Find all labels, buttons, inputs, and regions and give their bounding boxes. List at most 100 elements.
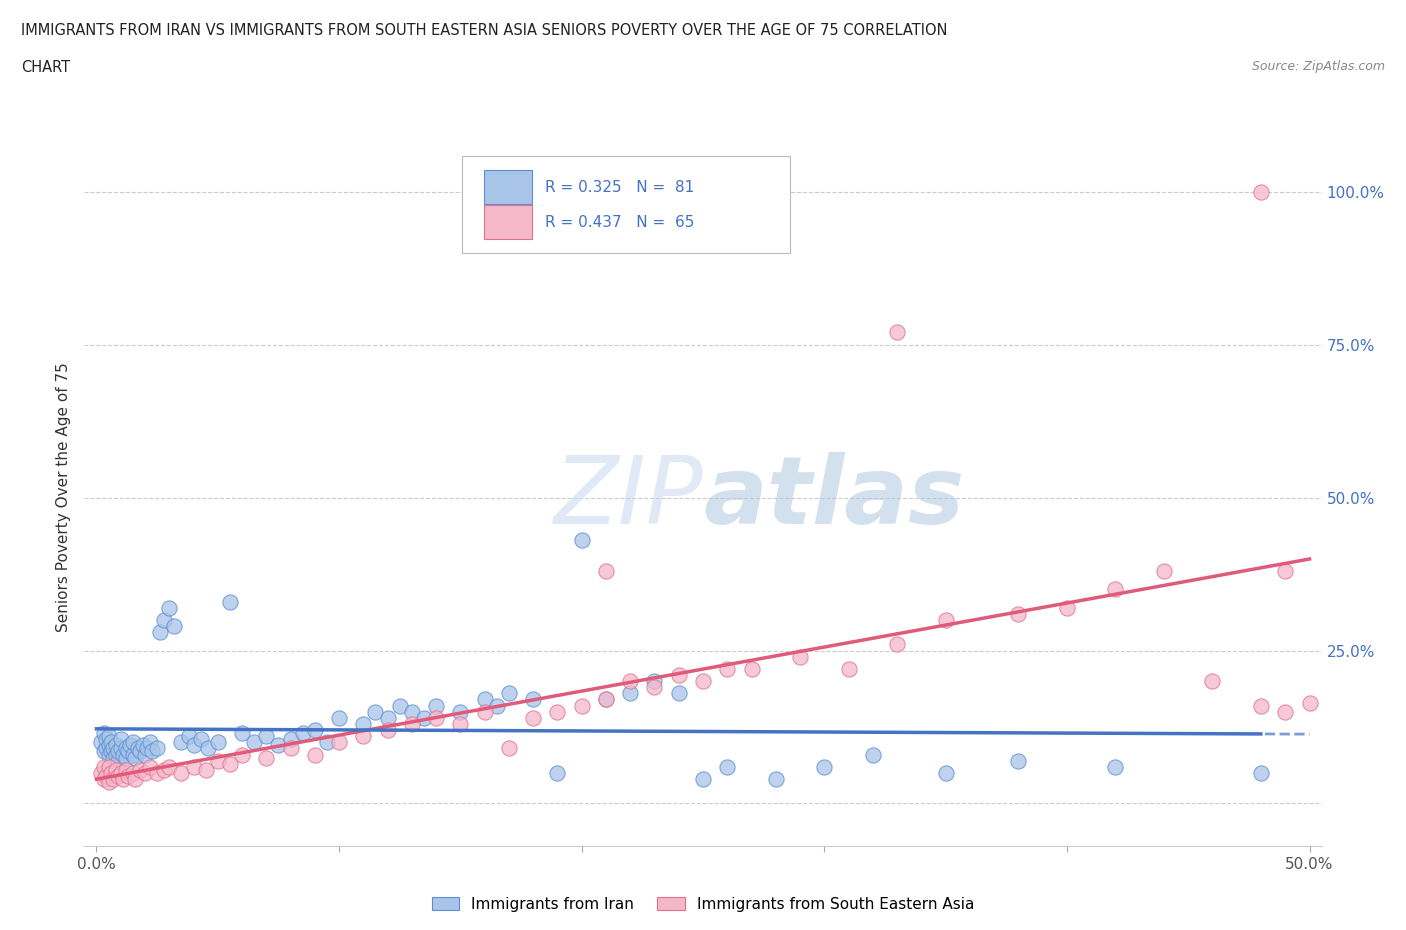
Point	[595, 564, 617, 578]
Point	[93, 744, 115, 759]
Point	[935, 765, 957, 780]
Point	[97, 729, 120, 744]
Point	[163, 618, 186, 633]
Point	[96, 768, 118, 783]
Point	[571, 533, 593, 548]
Point	[100, 744, 122, 759]
Point	[1104, 582, 1126, 597]
Point	[413, 711, 436, 725]
Point	[304, 747, 326, 762]
Point	[114, 763, 136, 777]
Point	[328, 711, 350, 725]
Point	[1153, 564, 1175, 578]
Point	[112, 772, 135, 787]
Point	[110, 765, 132, 780]
Point	[134, 747, 156, 762]
Point	[316, 735, 339, 750]
Point	[1104, 759, 1126, 774]
Point	[401, 716, 423, 731]
Point	[498, 686, 520, 701]
Point	[280, 741, 302, 756]
Point	[129, 744, 152, 759]
Point	[280, 732, 302, 747]
Point	[207, 753, 229, 768]
Point	[1250, 698, 1272, 713]
Point	[267, 737, 290, 752]
Point	[231, 725, 253, 740]
Point	[153, 763, 176, 777]
Point	[1274, 704, 1296, 719]
Point	[177, 729, 200, 744]
Point	[114, 751, 136, 765]
Legend: Immigrants from Iran, Immigrants from South Eastern Asia: Immigrants from Iran, Immigrants from So…	[426, 890, 980, 918]
Point	[104, 737, 127, 752]
Point	[157, 759, 180, 774]
Text: Source: ZipAtlas.com: Source: ZipAtlas.com	[1251, 60, 1385, 73]
Point	[668, 686, 690, 701]
Point	[498, 741, 520, 756]
Point	[643, 673, 665, 688]
Point	[522, 692, 544, 707]
Point	[485, 698, 508, 713]
Point	[96, 732, 118, 747]
Point	[103, 751, 125, 765]
Point	[197, 741, 219, 756]
Point	[117, 768, 139, 783]
Point	[935, 613, 957, 628]
Point	[117, 744, 139, 759]
Point	[1250, 184, 1272, 199]
Point	[425, 711, 447, 725]
FancyBboxPatch shape	[484, 170, 533, 205]
Point	[838, 661, 860, 676]
Point	[352, 716, 374, 731]
Point	[291, 725, 314, 740]
Point	[254, 751, 277, 765]
Point	[136, 741, 159, 756]
Point	[157, 600, 180, 615]
Point	[716, 661, 738, 676]
Point	[546, 765, 568, 780]
Point	[522, 711, 544, 725]
Point	[207, 735, 229, 750]
Point	[643, 680, 665, 695]
Point	[1298, 695, 1320, 710]
Point	[741, 661, 763, 676]
Point	[97, 759, 120, 774]
Point	[146, 741, 169, 756]
Point	[122, 765, 145, 780]
Point	[170, 735, 193, 750]
Point	[112, 747, 135, 762]
Point	[595, 692, 617, 707]
Point	[127, 741, 149, 756]
Point	[364, 704, 387, 719]
Point	[97, 747, 120, 762]
Point	[1201, 673, 1223, 688]
Text: IMMIGRANTS FROM IRAN VS IMMIGRANTS FROM SOUTH EASTERN ASIA SENIORS POVERTY OVER : IMMIGRANTS FROM IRAN VS IMMIGRANTS FROM …	[21, 23, 948, 38]
Point	[449, 704, 471, 719]
Point	[619, 673, 641, 688]
Point	[107, 744, 129, 759]
Point	[153, 613, 176, 628]
Point	[474, 692, 496, 707]
Point	[401, 704, 423, 719]
Point	[546, 704, 568, 719]
Point	[692, 772, 714, 787]
Point	[170, 765, 193, 780]
Point	[104, 747, 127, 762]
Point	[148, 625, 170, 640]
Point	[886, 637, 908, 652]
Point	[107, 753, 129, 768]
Point	[96, 741, 118, 756]
Point	[1274, 564, 1296, 578]
Point	[90, 765, 112, 780]
Point	[93, 725, 115, 740]
Text: CHART: CHART	[21, 60, 70, 75]
Point	[886, 325, 908, 339]
Point	[352, 729, 374, 744]
Point	[134, 765, 156, 780]
Point	[90, 735, 112, 750]
Point	[377, 723, 399, 737]
Point	[97, 775, 120, 790]
Point	[103, 772, 125, 787]
Point	[388, 698, 411, 713]
